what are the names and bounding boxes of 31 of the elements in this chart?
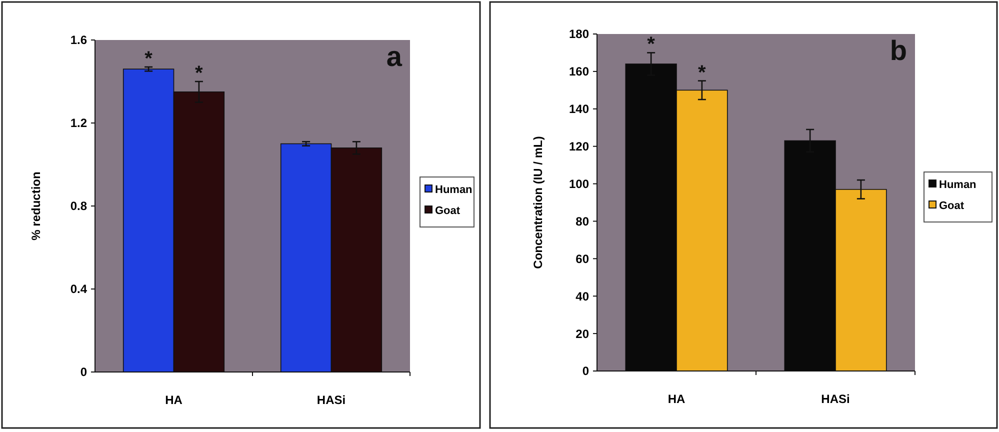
chart-title: a (386, 41, 402, 72)
y-tick-label: 120 (568, 140, 590, 154)
annotation: * (144, 48, 153, 70)
chart-title: b (890, 35, 907, 66)
y-tick-label: 0 (582, 364, 590, 378)
legend-label: Goat (939, 200, 964, 212)
legend-label: Human (939, 178, 977, 191)
y-tick-label: 1.6 (70, 33, 88, 48)
y-tick-label: 1.2 (70, 116, 88, 130)
y-tick-label: 80 (576, 214, 590, 228)
y-tick-label: 0.8 (70, 199, 88, 214)
y-tick-label: 0 (80, 365, 88, 380)
y-tick-label: 0.4 (70, 282, 88, 296)
legend-label: Goat (435, 204, 460, 217)
annotation: * (195, 62, 204, 84)
y-tick-label: 20 (576, 326, 590, 341)
x-tick-label: HA (668, 392, 686, 406)
legend-label: Human (435, 184, 473, 196)
x-tick-label: HASi (821, 392, 850, 406)
y-tick-label: 160 (568, 64, 590, 79)
y-tick-label: 140 (568, 102, 590, 116)
y-tick-label: 100 (568, 176, 590, 191)
y-axis-title: Concentration (IU / mL) (531, 136, 545, 269)
y-tick-label: 40 (576, 289, 590, 304)
annotation: * (698, 62, 706, 84)
annotation: * (647, 34, 656, 56)
y-axis-title: % reduction (29, 172, 43, 240)
y-tick-label: 180 (568, 27, 590, 42)
x-tick-label: HASi (316, 393, 346, 407)
x-tick-label: HA (165, 393, 183, 407)
y-tick-label: 60 (576, 252, 590, 266)
